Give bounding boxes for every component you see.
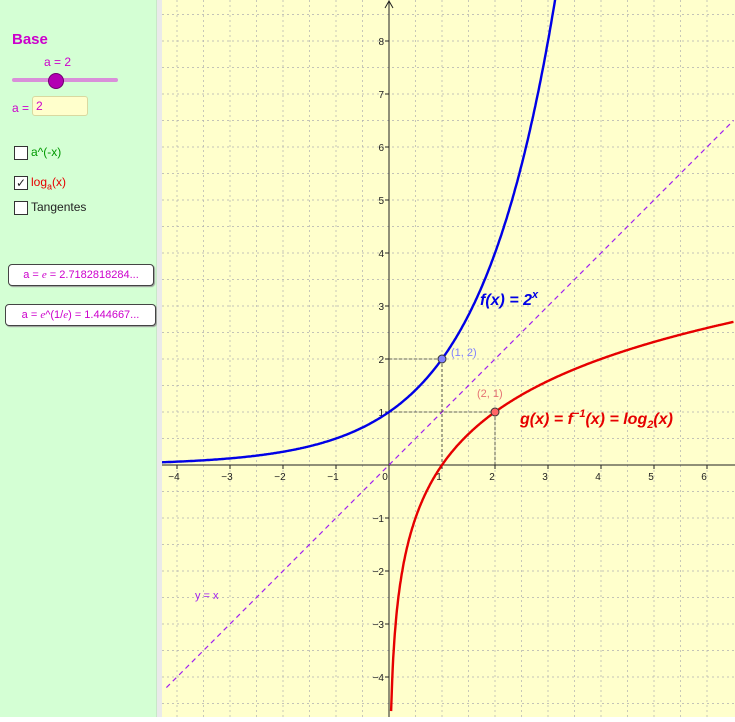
point-g-label: (2, 1): [477, 388, 503, 400]
x-tick-label: 1: [436, 472, 442, 483]
f-function-label: f(x) = 2x: [480, 289, 539, 309]
control-panel: Base a = 2 a = a^(-x) ✓ loga(x) Tangente…: [0, 0, 157, 717]
graph-background: [162, 0, 735, 717]
y-tick-label: −1: [373, 514, 385, 525]
identity-line-label: y = x: [195, 590, 219, 602]
a-input-label: a =: [12, 101, 30, 115]
base-slider-handle[interactable]: [48, 73, 64, 89]
x-tick-label: 6: [701, 472, 707, 483]
panel-title: Base: [12, 31, 48, 48]
y-tick-label: 1: [378, 408, 384, 419]
graph-canvas[interactable]: −4 −3 −2 −1 0 1 2 3 4 5 6 8 7 6 5 4 3 2 1 −1 −2 −3 −4 (1, 2) (2,…: [161, 0, 735, 717]
checkbox-tangentes[interactable]: [14, 201, 28, 215]
x-tick-label: 3: [542, 472, 548, 483]
y-tick-label: 4: [378, 249, 384, 260]
point-f-label: (1, 2): [451, 347, 477, 359]
y-tick-label: 6: [378, 143, 384, 154]
y-tick-label: −2: [373, 567, 385, 578]
y-axis-arrow-icon: [384, 0, 394, 9]
base-slider-track[interactable]: [12, 78, 118, 82]
x-tick-label: −3: [221, 472, 233, 483]
slider-label: a = 2: [44, 55, 72, 69]
identity-line-y-equals-x: [165, 120, 734, 689]
point-g: [490, 407, 500, 417]
y-tick-label: 5: [378, 196, 384, 207]
x-tick-label: 5: [648, 472, 654, 483]
a-value-input[interactable]: [32, 96, 88, 116]
y-tick-label: 8: [378, 37, 384, 48]
checkbox-a-neg-x-label: a^(-x): [31, 145, 62, 159]
g-function-label: g(x) = f−1(x) = log2(x): [519, 408, 673, 431]
x-tick-label: 4: [595, 472, 601, 483]
x-tick-label: 2: [489, 472, 495, 483]
panel-divider[interactable]: [157, 0, 162, 717]
check-mark-icon: ✓: [15, 176, 27, 190]
checkbox-a-neg-x[interactable]: [14, 146, 28, 160]
y-tick-label: −3: [373, 620, 385, 631]
y-tick-label: 3: [378, 302, 384, 313]
graphics-view[interactable]: −4 −3 −2 −1 0 1 2 3 4 5 6 8 7 6 5 4 3 2 1 −1 −2 −3 −4 (1, 2) (2,…: [161, 0, 735, 717]
checkbox-log[interactable]: ✓: [14, 176, 28, 190]
curve-g-logarithm: [389, 320, 734, 712]
point-f: [437, 354, 447, 364]
y-tick-label: 7: [378, 90, 384, 101]
y-tick-label: 2: [378, 355, 384, 366]
curve-f-exponential: [161, 0, 557, 464]
checkbox-log-label: loga(x): [31, 175, 67, 192]
x-tick-label: −1: [327, 472, 339, 483]
x-tick-label: −2: [274, 472, 286, 483]
button-a-equals-e-root[interactable]: a = e^(1/e) = 1.444667...: [5, 304, 156, 326]
y-tick-label: −4: [373, 673, 385, 684]
x-tick-label: 0: [382, 472, 388, 483]
button-a-equals-e[interactable]: a = e = 2.7182818284...: [8, 264, 154, 286]
x-tick-label: −4: [168, 472, 180, 483]
checkbox-tangentes-label: Tangentes: [31, 200, 87, 214]
